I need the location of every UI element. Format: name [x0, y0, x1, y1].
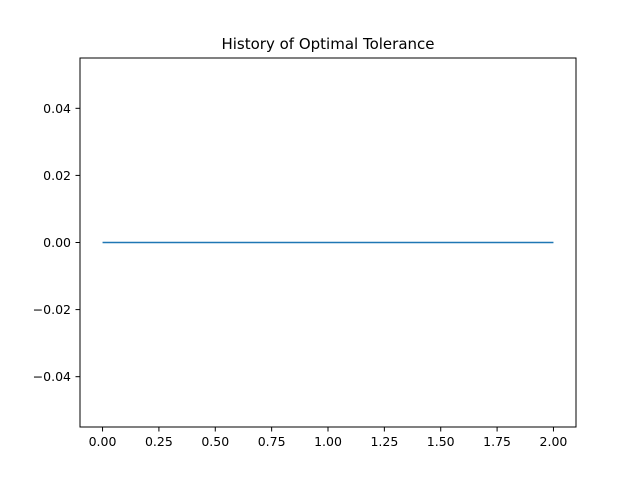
- x-tick-label: 0.75: [258, 434, 286, 449]
- x-tick-label: 1.00: [314, 434, 342, 449]
- y-tick-label: 0.02: [43, 168, 71, 183]
- x-tick-label: 0.25: [145, 434, 173, 449]
- x-tick-label: 0.00: [89, 434, 117, 449]
- y-tick-label: 0.00: [43, 235, 71, 250]
- x-tick-label: 0.50: [201, 434, 229, 449]
- chart-title: History of Optimal Tolerance: [221, 35, 434, 53]
- x-tick-label: 2.00: [540, 434, 568, 449]
- x-axis: 0.00 0.25 0.50 0.75 1.00 1.25 1.50 1.75 2.00: [89, 427, 568, 449]
- x-tick-label: 1.50: [427, 434, 455, 449]
- y-tick-label: 0.04: [43, 101, 71, 116]
- y-tick-label: −0.02: [33, 302, 71, 317]
- y-tick-label: −0.04: [33, 369, 71, 384]
- x-tick-label: 1.75: [483, 434, 511, 449]
- x-tick-label: 1.25: [370, 434, 398, 449]
- y-axis: −0.04 −0.02 0.00 0.02 0.04: [33, 101, 80, 384]
